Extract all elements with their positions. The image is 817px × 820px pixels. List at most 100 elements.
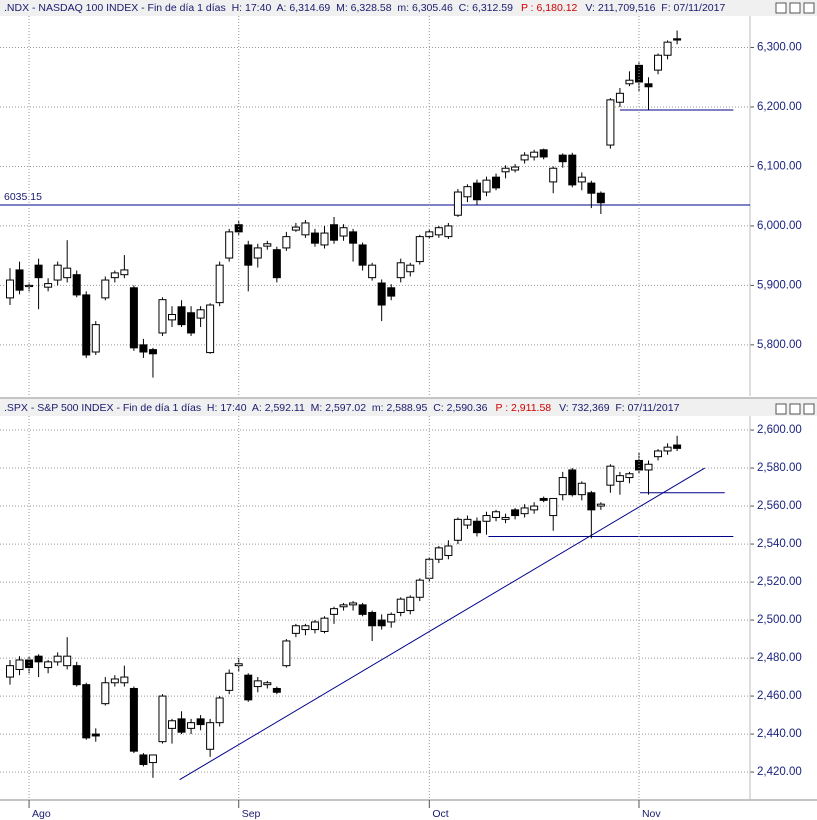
- y-tick-label: 2,480.00: [757, 652, 802, 664]
- header-tail: V: 211,709,516 F: 07/11/2017: [585, 2, 725, 14]
- y-tick-label: 2,560.00: [757, 500, 802, 512]
- x-tick-label: Sep: [242, 808, 261, 820]
- candle-body: [434, 547, 443, 560]
- candle-body: [568, 469, 577, 496]
- candle-body: [587, 492, 596, 511]
- candle-body: [625, 473, 634, 479]
- candle-body: [339, 604, 348, 608]
- candle-body: [15, 659, 24, 670]
- candle-body: [187, 722, 196, 729]
- minimize-button[interactable]: [775, 2, 787, 14]
- x-tick-label: Nov: [642, 808, 661, 820]
- candle-body: [82, 294, 91, 356]
- candle-body: [234, 224, 243, 233]
- candle-body: [358, 604, 367, 615]
- candle-body: [406, 596, 415, 612]
- candle-body: [139, 754, 148, 765]
- candle-body: [349, 602, 358, 606]
- candle-body: [301, 222, 310, 236]
- candle-body: [320, 232, 329, 246]
- candle-body: [558, 477, 567, 496]
- candle-body: [530, 505, 539, 511]
- candle-body: [72, 665, 81, 686]
- candle-body: [606, 99, 615, 146]
- candle-body: [139, 344, 148, 353]
- candle-body: [396, 262, 405, 279]
- candle-body: [206, 722, 215, 750]
- y-tick-label: 2,520.00: [757, 576, 802, 588]
- candle-body: [663, 41, 672, 56]
- candle-body: [463, 518, 472, 526]
- candle-body: [253, 680, 262, 688]
- candle-body: [263, 243, 272, 247]
- candle-body: [396, 598, 405, 613]
- candle-body: [215, 697, 224, 724]
- candle-body: [434, 227, 443, 236]
- candle-body: [330, 608, 339, 615]
- candle-body: [282, 236, 291, 249]
- candle-body: [577, 176, 586, 183]
- y-tick-label: 2,460.00: [757, 690, 802, 702]
- candle-body: [673, 38, 682, 41]
- candle-body: [511, 166, 520, 171]
- candle-body: [501, 167, 510, 173]
- y-tick-label: 5,900.00: [757, 279, 802, 291]
- candle-body: [644, 83, 653, 88]
- candle-body: [444, 225, 453, 238]
- candle-body: [568, 154, 577, 186]
- candle-body: [320, 617, 329, 632]
- candle-body: [349, 231, 358, 244]
- candle-body: [158, 299, 167, 334]
- candle-body: [53, 655, 62, 663]
- candle-body: [91, 324, 100, 353]
- candle-body: [168, 720, 177, 729]
- candle-body: [158, 695, 167, 743]
- y-tick-label: 5,800.00: [757, 339, 802, 351]
- y-tick-label: 2,540.00: [757, 538, 802, 550]
- minimize-button[interactable]: [775, 403, 787, 415]
- candle-body: [110, 272, 119, 279]
- candle-body: [253, 247, 262, 259]
- trend-line: [179, 467, 705, 781]
- candle-body: [310, 232, 319, 244]
- candle-body: [482, 179, 491, 193]
- reference-label: 6035.15: [4, 191, 42, 203]
- close-button[interactable]: [803, 2, 815, 14]
- y-tick-label: 6,000.00: [757, 220, 802, 232]
- window-buttons[interactable]: [775, 2, 815, 415]
- candle-body: [549, 167, 558, 183]
- candle-body: [596, 192, 605, 204]
- candle-body: [310, 621, 319, 631]
- candle-body: [492, 176, 501, 189]
- candle-body: [644, 463, 653, 471]
- candle-body: [577, 482, 586, 496]
- candle-body: [291, 226, 300, 231]
- maximize-button[interactable]: [789, 403, 801, 415]
- candle-body: [539, 149, 548, 158]
- candle-body: [387, 287, 396, 297]
- candle-body: [387, 613, 396, 623]
- y-tick-label: 2,580.00: [757, 462, 802, 474]
- candle-body: [53, 264, 62, 281]
- candle-body: [673, 444, 682, 449]
- candle-body: [282, 640, 291, 667]
- candle-body: [187, 312, 196, 334]
- y-tick-label: 2,600.00: [757, 424, 802, 436]
- candle-body: [453, 518, 462, 541]
- candle-body: [425, 231, 434, 238]
- candle-body: [110, 678, 119, 684]
- close-button[interactable]: [803, 403, 815, 415]
- candle-body: [63, 267, 72, 279]
- candle-body: [377, 619, 386, 627]
- candle-body: [368, 611, 377, 627]
- candle-body: [129, 687, 138, 752]
- candle-body: [91, 733, 100, 737]
- candle-body: [530, 151, 539, 158]
- candle-body: [129, 287, 138, 349]
- candle-body: [511, 509, 520, 517]
- maximize-button[interactable]: [789, 2, 801, 14]
- header-bar: [0, 399, 817, 416]
- candle-body: [225, 231, 234, 259]
- candle-body: [44, 283, 53, 288]
- candle-body: [377, 282, 386, 306]
